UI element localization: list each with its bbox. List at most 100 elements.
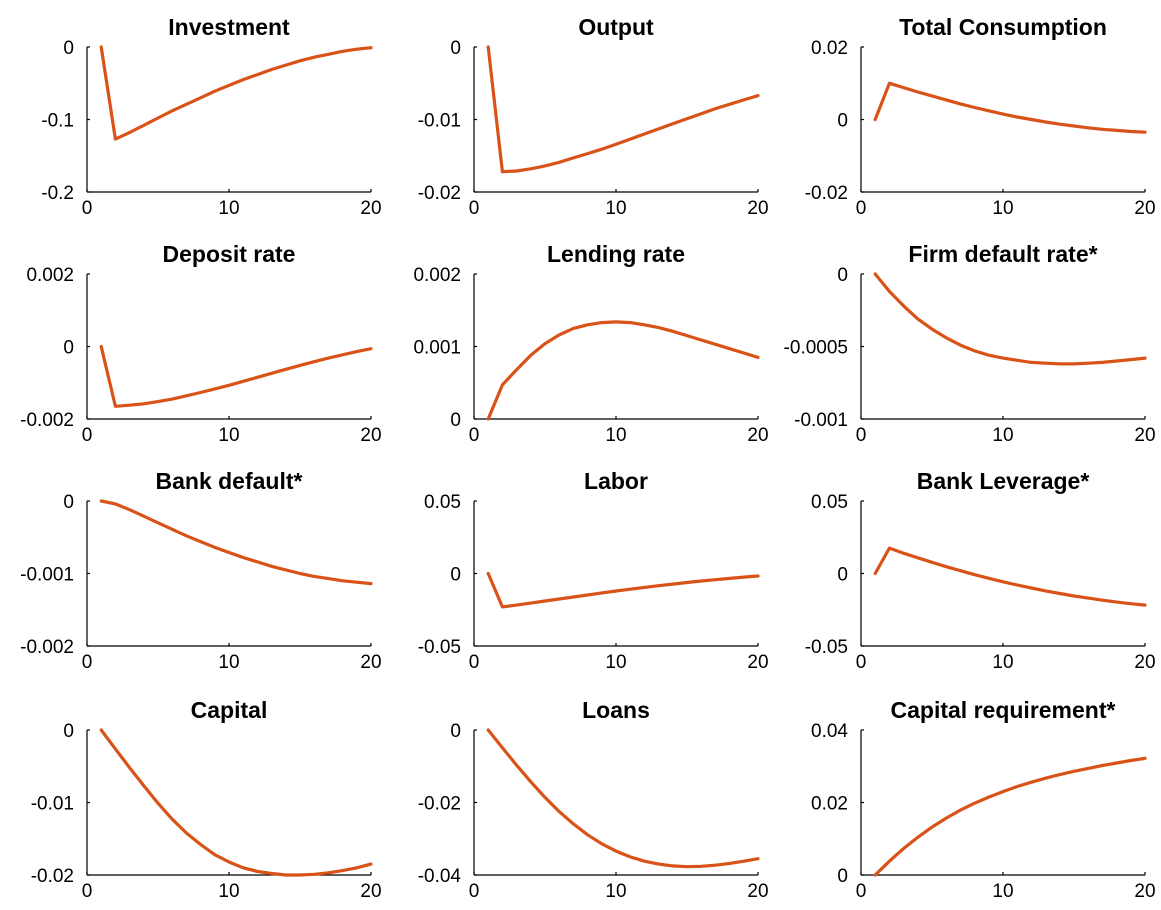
chart-panel: Lending rate 0 0.001 0.002 0 10 20	[413, 241, 768, 446]
y-tick-label: -0.04	[418, 866, 462, 887]
panel-title: Capital	[191, 697, 268, 723]
x-tick-label: 20	[747, 652, 768, 673]
x-tick-label: 0	[82, 881, 93, 902]
x-tick-label: 10	[605, 425, 626, 446]
y-tick-label: -0.2	[41, 183, 74, 204]
series-line	[873, 546, 1147, 607]
series-line	[486, 571, 760, 609]
x-tick-label: 20	[747, 881, 768, 902]
series-line	[99, 728, 373, 877]
series-line	[99, 499, 373, 586]
series-line	[873, 272, 1147, 366]
y-tick-label: -0.02	[31, 866, 74, 887]
x-tick-label: 20	[360, 652, 381, 673]
y-tick-label: 0.001	[413, 338, 461, 359]
y-tick-label: 0	[63, 492, 74, 513]
panel-title: Total Consumption	[899, 14, 1107, 40]
y-tick-label: 0.002	[413, 265, 461, 286]
x-tick-label: 0	[82, 652, 93, 673]
series-line	[873, 81, 1147, 134]
chart-panel: Loans -0.04 -0.02 0 0 10 20	[418, 697, 769, 902]
y-tick-label: 0.002	[26, 265, 74, 286]
y-tick-label: 0	[450, 565, 461, 586]
chart-panel: Capital requirement* 0 0.02 0.04 0 10 20	[811, 697, 1156, 902]
series-line	[99, 344, 373, 408]
chart-panel: Capital -0.02 -0.01 0 0 10 20	[31, 697, 382, 902]
panel-title: Investment	[168, 14, 290, 40]
x-tick-label: 20	[360, 198, 381, 219]
y-tick-label: -0.02	[805, 183, 848, 204]
series-line	[99, 45, 373, 141]
x-tick-label: 10	[605, 881, 626, 902]
chart-panel: Deposit rate -0.002 0 0.002 0 10 20	[20, 241, 381, 446]
series-line	[486, 45, 760, 174]
y-tick-label: 0	[63, 721, 74, 742]
x-tick-label: 0	[82, 198, 93, 219]
y-tick-label: 0.02	[811, 794, 848, 815]
y-tick-label: 0.04	[811, 721, 848, 742]
y-tick-label: 0.05	[811, 492, 848, 513]
y-tick-label: -0.001	[794, 410, 848, 431]
y-tick-label: 0	[837, 265, 848, 286]
panel-title: Capital requirement*	[891, 697, 1116, 723]
x-tick-label: 0	[469, 198, 480, 219]
y-tick-label: 0.02	[811, 38, 848, 59]
x-tick-label: 10	[605, 198, 626, 219]
series-line	[486, 320, 760, 421]
y-tick-label: 0	[837, 565, 848, 586]
chart-panel: Investment -0.2 -0.1 0 0 10 20	[41, 14, 381, 219]
x-tick-label: 10	[605, 652, 626, 673]
y-tick-label: -0.001	[20, 565, 74, 586]
x-tick-label: 0	[82, 425, 93, 446]
y-tick-label: -0.1	[41, 111, 74, 132]
panel-title: Firm default rate*	[908, 241, 1097, 267]
x-tick-label: 10	[218, 198, 239, 219]
panel-title: Labor	[584, 468, 648, 494]
y-tick-label: -0.002	[20, 637, 74, 658]
x-tick-label: 20	[360, 881, 381, 902]
chart-panel: Firm default rate* -0.001 -0.0005 0 0 10 20	[784, 241, 1156, 446]
y-tick-label: 0	[837, 866, 848, 887]
panel-title: Bank default*	[156, 468, 303, 494]
x-tick-label: 0	[856, 198, 867, 219]
chart-panel: Output -0.02 -0.01 0 0 10 20	[418, 14, 769, 219]
panel-title: Lending rate	[547, 241, 685, 267]
x-tick-label: 0	[856, 881, 867, 902]
x-tick-label: 10	[992, 198, 1013, 219]
y-tick-label: 0	[450, 721, 461, 742]
x-tick-label: 10	[992, 652, 1013, 673]
y-tick-label: 0	[63, 38, 74, 59]
x-tick-label: 10	[218, 881, 239, 902]
x-tick-label: 10	[218, 425, 239, 446]
panel-title: Output	[578, 14, 654, 40]
y-tick-label: 0	[837, 111, 848, 132]
y-tick-label: 0	[63, 338, 74, 359]
x-tick-label: 0	[856, 652, 867, 673]
x-tick-label: 10	[218, 652, 239, 673]
x-tick-label: 20	[747, 425, 768, 446]
y-tick-label: -0.01	[31, 794, 74, 815]
series-line	[873, 756, 1147, 877]
x-tick-label: 20	[1134, 881, 1155, 902]
y-tick-label: -0.02	[418, 794, 461, 815]
y-tick-label: -0.05	[418, 637, 461, 658]
y-tick-label: -0.02	[418, 183, 461, 204]
x-tick-label: 10	[992, 881, 1013, 902]
chart-panel: Total Consumption -0.02 0 0.02 0 10 20	[805, 14, 1156, 219]
y-tick-label: -0.002	[20, 410, 74, 431]
x-tick-label: 20	[1134, 198, 1155, 219]
y-tick-label: 0.05	[424, 492, 461, 513]
y-tick-label: 0	[450, 410, 461, 431]
y-tick-label: -0.0005	[784, 338, 848, 359]
panel-title: Deposit rate	[163, 241, 296, 267]
chart-panel: Bank Leverage* -0.05 0 0.05 0 10 20	[805, 468, 1156, 673]
x-tick-label: 20	[1134, 425, 1155, 446]
x-tick-label: 0	[469, 881, 480, 902]
x-tick-label: 0	[469, 425, 480, 446]
x-tick-label: 20	[360, 425, 381, 446]
x-tick-label: 10	[992, 425, 1013, 446]
chart-panel: Labor -0.05 0 0.05 0 10 20	[418, 468, 769, 673]
series-line	[486, 728, 760, 869]
panel-title: Loans	[582, 697, 650, 723]
